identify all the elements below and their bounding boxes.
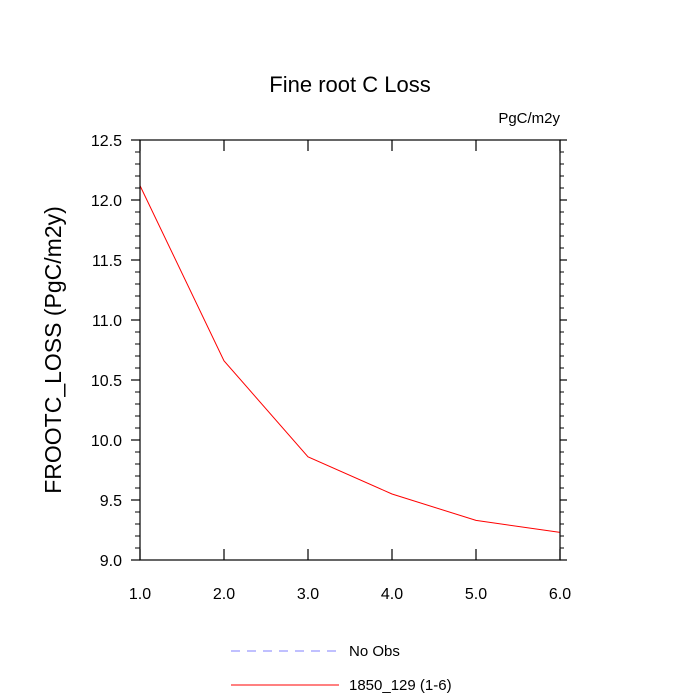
x-tick-label: 5.0 [465, 586, 487, 603]
x-tick-label: 6.0 [549, 586, 571, 603]
axis-ticks [131, 139, 567, 561]
y-tick-label: 10.5 [91, 373, 122, 390]
series-group [139, 185, 561, 533]
y-tick-label: 12.0 [91, 193, 122, 210]
units-label: PgC/m2y [498, 110, 560, 127]
y-tick-label: 10.0 [91, 433, 122, 450]
y-tick-label: 11.0 [92, 313, 122, 330]
chart-title: Fine root C Loss [269, 72, 430, 97]
legend-label-series: 1850_129 (1-6) [349, 677, 452, 694]
x-tick-label: 1.0 [129, 586, 151, 603]
y-tick-labels: 9.0 9.5 10.0 10.5 11.0 11.5 12.0 12.5 [91, 133, 122, 570]
plot-frame [139, 139, 561, 561]
legend: No Obs 1850_129 (1-6) [231, 643, 452, 694]
legend-label-no-obs: No Obs [349, 643, 400, 660]
x-tick-labels: 1.0 2.0 3.0 4.0 5.0 6.0 [129, 586, 571, 603]
y-tick-label: 9.0 [100, 553, 122, 570]
y-tick-label: 9.5 [100, 493, 122, 510]
y-tick-label: 12.5 [91, 133, 122, 150]
y-axis-label: FROOTC_LOSS (PgC/m2y) [40, 206, 66, 494]
x-tick-label: 2.0 [213, 586, 235, 603]
x-tick-label: 4.0 [381, 586, 403, 603]
y-tick-label: 11.5 [92, 253, 122, 270]
x-tick-label: 3.0 [297, 586, 319, 603]
series-line-0 [139, 185, 561, 533]
